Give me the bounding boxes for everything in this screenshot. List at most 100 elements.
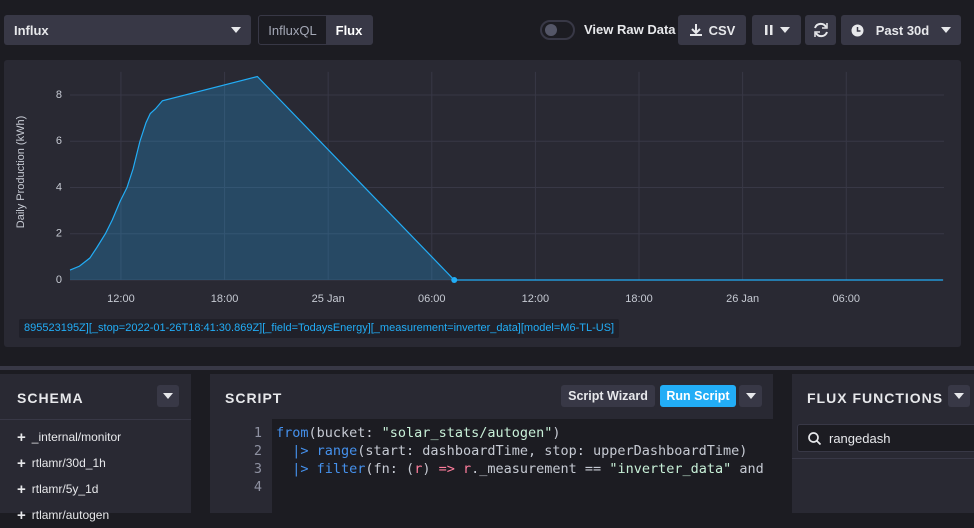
raw-toggle[interactable] bbox=[540, 20, 575, 40]
line-number: 1 bbox=[253, 425, 262, 441]
expand-icon: + bbox=[17, 454, 26, 472]
caret bbox=[954, 393, 964, 399]
functions-panel: FLUX FUNCTIONS rangedash bbox=[792, 374, 974, 513]
caret bbox=[745, 393, 756, 399]
y-axis-label: Daily Production (kWh) bbox=[15, 116, 27, 228]
legend-entry: 895523195Z][_stop=2022-01-26T18:41:30.86… bbox=[19, 319, 620, 338]
divider bbox=[0, 366, 974, 370]
x-tick-label: 12:00 bbox=[107, 293, 135, 305]
y-tick-label: 8 bbox=[56, 89, 62, 101]
expand-icon: + bbox=[17, 428, 26, 446]
gutter: 1 2 3 4 bbox=[210, 419, 272, 513]
code-token: "inverter_data" bbox=[609, 461, 732, 477]
code-token: ) bbox=[552, 425, 561, 441]
x-tick-label: 06:00 bbox=[832, 293, 860, 305]
function-search[interactable]: rangedash bbox=[797, 424, 974, 452]
chart: Daily Production (kWh) 0 2 4 6 8 12:00 18:00 25… bbox=[15, 71, 944, 305]
line bbox=[69, 75, 943, 281]
code-token: (bucket: bbox=[308, 425, 382, 441]
mode-toggle: InfluxQL Flux bbox=[258, 15, 373, 45]
code-line: |> filter(fn: (r) => r._measurement == "… bbox=[276, 460, 773, 478]
editor[interactable]: from(bucket: "solar_stats/autogen") |> r… bbox=[272, 419, 773, 513]
bucket-item[interactable]: + rtlamr/30d_1h bbox=[17, 450, 121, 476]
page: {"toolbar":{"source":"Influx","modes":["… bbox=[0, 15, 974, 524]
caret bbox=[231, 27, 241, 33]
search-value: rangedash bbox=[829, 430, 891, 446]
code-token: |> bbox=[276, 443, 317, 459]
script-panel: SCRIPT Script Wizard Run Script 1 2 3 4 fro… bbox=[210, 374, 773, 513]
code-token: r bbox=[414, 461, 423, 477]
bucket-item[interactable]: + rtlamr/5y_1d bbox=[17, 476, 121, 502]
area-fill bbox=[70, 76, 943, 280]
code-line: |> range(start: dashboardTime, stop: upp… bbox=[276, 442, 773, 460]
code-token: (fn: ( bbox=[365, 461, 415, 477]
line-number: 2 bbox=[253, 443, 262, 459]
bucket-name: rtlamr/autogen bbox=[31, 508, 110, 522]
y-tick-label: 6 bbox=[56, 135, 62, 147]
y-tick-label: 0 bbox=[56, 274, 62, 286]
x-tick-label: 18:00 bbox=[211, 293, 239, 305]
point bbox=[451, 277, 458, 283]
run-script-button[interactable]: Run Script bbox=[660, 385, 736, 407]
raw-label: View Raw Data bbox=[584, 22, 676, 37]
bucket-name: rtlamr/5y_1d bbox=[31, 482, 99, 496]
pause-button[interactable] bbox=[752, 15, 801, 45]
code-token: range bbox=[316, 443, 358, 459]
code-token: r bbox=[454, 461, 472, 477]
code-token: filter bbox=[316, 461, 366, 477]
script-wizard-button[interactable]: Script Wizard bbox=[561, 385, 655, 407]
graph-panel: Daily Production (kWh) 0 2 4 6 8 12:00 18:00 25… bbox=[4, 60, 961, 347]
refresh-button[interactable] bbox=[805, 15, 836, 45]
functions-menu[interactable] bbox=[948, 385, 970, 407]
source-dropdown[interactable]: Influx bbox=[4, 15, 251, 45]
expand-icon: + bbox=[17, 506, 26, 524]
run-menu[interactable] bbox=[739, 385, 762, 407]
bucket-name: rtlamr/30d_1h bbox=[31, 456, 106, 470]
code-line: from(bucket: "solar_stats/autogen") bbox=[276, 424, 773, 442]
caret bbox=[940, 27, 951, 33]
line-number: 4 bbox=[253, 479, 262, 495]
time-range-label: Past 30d bbox=[875, 22, 930, 38]
expand-icon: + bbox=[17, 480, 26, 498]
code-token: |> bbox=[276, 461, 317, 477]
pause-icon bbox=[764, 25, 772, 35]
separator bbox=[792, 458, 974, 459]
bucket-list: + _internal/monitor + rtlamr/30d_1h + rtlamr/… bbox=[17, 424, 121, 528]
x-tick-label: 26 Jan bbox=[726, 293, 759, 305]
y-tick-label: 2 bbox=[56, 228, 62, 240]
code-token: and ( bbox=[739, 461, 773, 477]
download-icon bbox=[689, 24, 702, 36]
x-tick-label: 12:00 bbox=[522, 293, 550, 305]
clock-icon bbox=[851, 24, 864, 36]
code: from(bucket: "solar_stats/autogen") |> r… bbox=[272, 419, 773, 478]
bucket-item[interactable]: + rtlamr/autogen bbox=[17, 502, 121, 528]
code-token: "solar_stats/autogen" bbox=[381, 425, 553, 441]
code-token: from bbox=[276, 425, 309, 441]
time-range-dropdown[interactable]: Past 30d bbox=[841, 15, 961, 45]
x-tick-label: 25 Jan bbox=[312, 293, 345, 305]
csv-label: CSV bbox=[708, 22, 736, 38]
bucket-item[interactable]: + _internal/monitor bbox=[17, 424, 121, 450]
source-label: Influx bbox=[14, 22, 49, 38]
x-tick-label: 06:00 bbox=[418, 293, 446, 305]
schema-panel: SCHEMA + _internal/monitor + rtlamr/30d_1h +… bbox=[0, 374, 191, 524]
refresh-icon bbox=[813, 22, 828, 38]
schema-menu[interactable] bbox=[157, 385, 179, 407]
csv-button[interactable]: CSV bbox=[678, 15, 746, 45]
y-tick-label: 4 bbox=[56, 181, 62, 193]
mode-influxql[interactable]: InfluxQL bbox=[268, 22, 317, 38]
search-icon bbox=[808, 431, 821, 445]
code-token: (start: dashboardTime, stop: upperDashbo… bbox=[357, 443, 748, 459]
line-number: 3 bbox=[253, 461, 262, 477]
toggle-knob bbox=[545, 24, 557, 36]
mode-flux[interactable]: Flux bbox=[326, 16, 372, 44]
bucket-name: _internal/monitor bbox=[31, 430, 122, 444]
schema-title: SCHEMA bbox=[17, 390, 84, 406]
functions-title: FLUX FUNCTIONS bbox=[807, 390, 944, 406]
code-token: => bbox=[438, 461, 455, 477]
code-token: ) bbox=[422, 461, 439, 477]
separator bbox=[0, 419, 191, 420]
x-tick-label: 18:00 bbox=[625, 293, 653, 305]
script-title: SCRIPT bbox=[225, 390, 283, 406]
line-numbers: 1 2 3 4 bbox=[210, 419, 272, 496]
